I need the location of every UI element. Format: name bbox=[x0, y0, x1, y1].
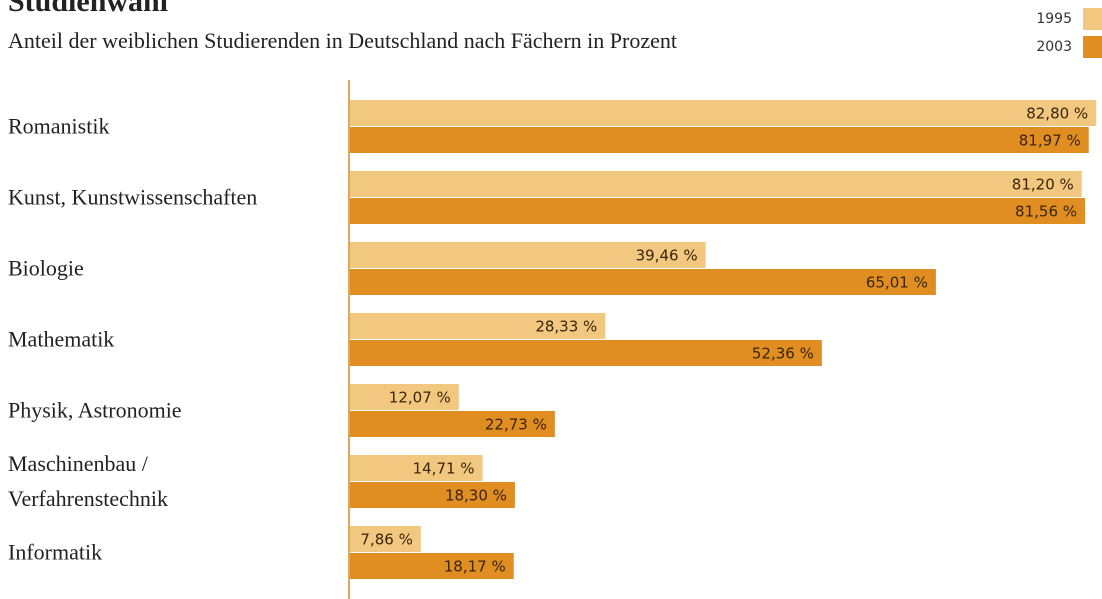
category-label: Informatik bbox=[8, 539, 103, 565]
value-label: 12,07 % bbox=[389, 389, 451, 407]
bar bbox=[350, 482, 515, 508]
value-label: 14,71 % bbox=[413, 460, 475, 478]
category-label: Kunst, Kunstwissenschaften bbox=[8, 184, 258, 210]
bar bbox=[350, 127, 1089, 153]
category-label: Mathematik bbox=[8, 326, 115, 352]
value-label: 65,01 % bbox=[866, 274, 928, 292]
chart-subtitle: Anteil der weiblichen Studierenden in De… bbox=[8, 28, 677, 53]
legend-label: 2003 bbox=[1036, 39, 1072, 55]
value-label: 81,56 % bbox=[1015, 203, 1077, 221]
bar bbox=[350, 340, 822, 366]
bar bbox=[350, 455, 483, 481]
legend-swatch bbox=[1083, 8, 1102, 30]
value-label: 39,46 % bbox=[636, 247, 698, 265]
bar bbox=[350, 100, 1097, 126]
value-label: 18,30 % bbox=[445, 487, 507, 505]
value-label: 82,80 % bbox=[1026, 105, 1088, 123]
bar bbox=[350, 269, 936, 295]
value-label: 81,97 % bbox=[1019, 132, 1081, 150]
bar bbox=[350, 526, 421, 552]
legend-label: 1995 bbox=[1036, 11, 1072, 27]
category-label: Maschinenbau / Verfahrenstechnik bbox=[8, 451, 169, 511]
value-label: 22,73 % bbox=[485, 416, 547, 434]
value-label: 28,33 % bbox=[535, 318, 597, 336]
value-label: 52,36 % bbox=[752, 345, 814, 363]
bar bbox=[350, 198, 1086, 224]
category-label: Physik, Astronomie bbox=[8, 397, 182, 423]
value-label: 7,86 % bbox=[360, 531, 412, 549]
category-label: Romanistik bbox=[8, 113, 110, 139]
value-label: 18,17 % bbox=[444, 558, 506, 576]
bar bbox=[350, 553, 514, 579]
bar bbox=[350, 411, 555, 437]
bar bbox=[350, 171, 1082, 197]
bar bbox=[350, 242, 706, 268]
chart-title: Studienwahl bbox=[8, 0, 168, 18]
category-label: Biologie bbox=[8, 255, 84, 281]
bar bbox=[350, 313, 606, 339]
bar bbox=[350, 384, 459, 410]
legend-swatch bbox=[1083, 36, 1102, 58]
value-label: 81,20 % bbox=[1012, 176, 1074, 194]
